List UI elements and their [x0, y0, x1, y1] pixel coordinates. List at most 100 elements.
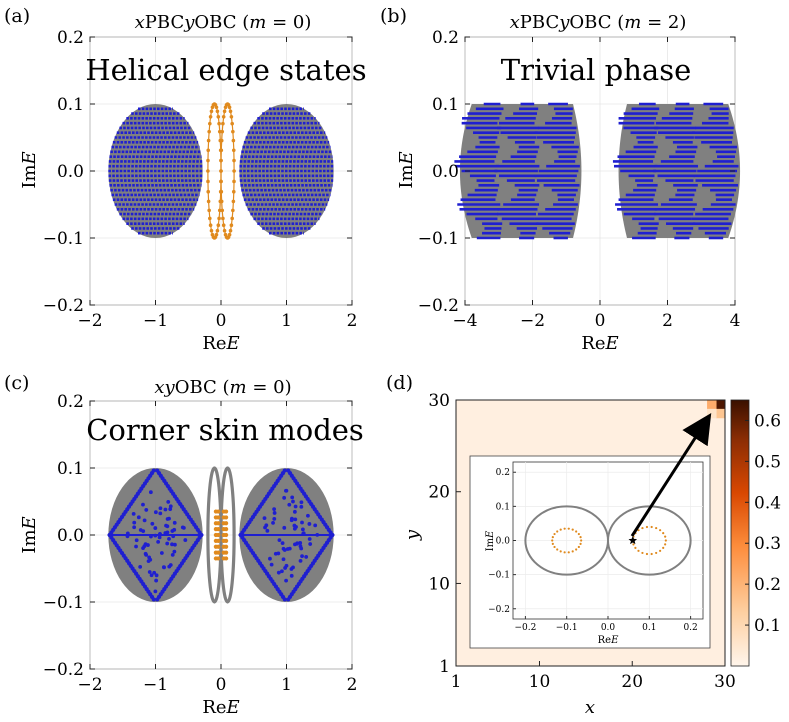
obc-point	[160, 551, 164, 555]
y-tick-label: 0.1	[432, 95, 459, 115]
inset-loop-point	[646, 526, 648, 528]
obc-point	[282, 496, 286, 500]
inset-loop-point	[637, 550, 639, 552]
obc-point	[152, 597, 156, 601]
inset-loop-point	[659, 529, 661, 531]
obc-point	[276, 552, 280, 556]
obc-point	[299, 547, 303, 551]
y-tick-label: 0.0	[57, 162, 84, 182]
inset-loop-point	[575, 548, 577, 550]
edge-point	[208, 122, 212, 126]
heatmap-cell	[707, 409, 716, 418]
inset-loop-point	[572, 550, 574, 552]
x-tick-label: 1	[281, 675, 292, 695]
edge-point	[216, 115, 220, 119]
obc-point	[282, 557, 286, 561]
obc-point	[143, 518, 147, 522]
panel-b-ylabel: ImE	[396, 151, 417, 188]
y-tick-label: 0.0	[432, 162, 459, 182]
edge-point	[209, 115, 213, 119]
obc-point	[152, 468, 156, 472]
obc-point	[142, 544, 146, 548]
obc-point	[301, 527, 305, 531]
obc-point	[308, 542, 312, 546]
edge-point	[224, 105, 228, 109]
corner-point	[216, 539, 220, 543]
panel-b-xlabel: ReE	[581, 333, 618, 354]
heatmap-cell	[716, 409, 725, 418]
panel-c-ylabel: ImE	[19, 516, 40, 553]
inset-loop-point	[665, 539, 667, 541]
obc-point	[154, 579, 158, 583]
obc-point	[166, 530, 170, 534]
obc-point	[139, 528, 143, 532]
edge-point	[223, 229, 227, 233]
y-tick-label: −0.2	[43, 660, 84, 680]
edge-point	[220, 139, 224, 143]
x-tick-label: 4	[730, 311, 741, 331]
panel-b-annotation: Trivial phase	[501, 53, 692, 87]
edge-point	[221, 217, 225, 221]
edge-point	[206, 180, 210, 184]
edge-point	[220, 130, 224, 134]
inset-loop-point	[560, 529, 562, 531]
inset-loop-point	[655, 527, 657, 529]
x-tick-label: −2	[520, 311, 545, 331]
obc-point	[294, 505, 298, 509]
panel-c-xlabel: ReE	[202, 697, 239, 718]
inset-loop-point	[580, 539, 582, 541]
obc-point	[293, 517, 297, 521]
inset-loop-point	[634, 547, 636, 549]
obc-point	[147, 555, 151, 559]
obc-point	[146, 543, 150, 547]
edge-point	[219, 159, 223, 163]
edge-point	[206, 159, 210, 163]
obc-point	[299, 559, 303, 563]
obc-point	[304, 555, 308, 559]
x-tick-label: −1	[143, 675, 168, 695]
obc-point	[308, 537, 312, 541]
y-tick-label: 0.2	[57, 28, 84, 48]
edge-point	[230, 217, 234, 221]
obc-point	[273, 511, 277, 515]
edge-point	[220, 200, 224, 204]
obc-point	[153, 589, 157, 593]
y-tick-label: 0.2	[432, 28, 459, 48]
obc-point	[270, 563, 274, 567]
panel-b-label: (b)	[380, 5, 407, 27]
x-tick-label: 10	[529, 672, 551, 692]
obc-point	[278, 538, 282, 542]
y-tick-label: 30	[428, 391, 450, 411]
inset-loop-point	[552, 536, 554, 538]
corner-point	[224, 533, 228, 537]
obc-point	[171, 553, 175, 557]
inset-x-tick-label: −0.2	[514, 623, 536, 633]
obc-point	[169, 504, 173, 508]
obc-point	[302, 531, 306, 535]
panel-c-title: xyOBC (m = 0)	[154, 377, 291, 398]
obc-point	[284, 489, 288, 493]
inset-loop-point	[579, 536, 581, 538]
edge-point	[216, 229, 220, 233]
obc-point	[137, 515, 141, 519]
y-tick-label: 20	[428, 483, 450, 503]
corner-point	[216, 521, 220, 525]
x-tick-label: 2	[347, 311, 358, 331]
corner-point	[224, 527, 228, 531]
inset-loop-point	[578, 533, 580, 535]
corner-point	[216, 556, 220, 560]
edge-point	[232, 169, 236, 173]
inset-x-tick-label: 0.0	[601, 623, 616, 633]
obc-point	[144, 552, 148, 556]
panel-d-label: (d)	[386, 372, 413, 394]
x-tick-label: 2	[347, 675, 358, 695]
inset-loop-point	[578, 546, 580, 548]
obc-point	[167, 537, 171, 541]
inset-y-tick-label: 0.0	[496, 537, 511, 547]
heatmap-cell	[716, 400, 725, 409]
edge-point	[232, 159, 236, 163]
edge-point	[219, 169, 223, 173]
obc-point	[134, 545, 138, 549]
obc-point	[306, 514, 310, 518]
obc-point	[132, 521, 136, 525]
